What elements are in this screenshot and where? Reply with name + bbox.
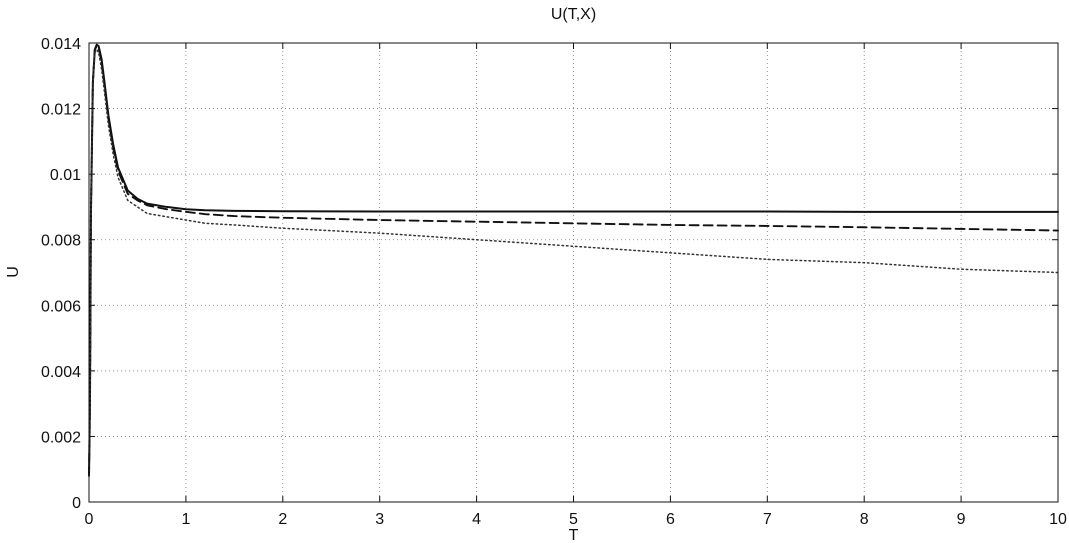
x-tick-label: 8: [860, 511, 869, 528]
y-tick-label: 0.012: [41, 102, 81, 119]
chart-title: U(T,X): [551, 6, 596, 23]
grid-layer: [89, 43, 1058, 502]
y-tick-label: 0.002: [41, 429, 81, 446]
x-tick-label: 9: [957, 511, 966, 528]
series-layer: [88, 43, 1059, 477]
y-axis-title: U: [5, 266, 22, 278]
tick-layer: 0 1 2 3 4 5 6 7 8 9 10 0 0.002 0.004 0.006 0.008 0.01 0.0…: [41, 36, 1067, 528]
y-tick-label: 0.01: [50, 167, 81, 184]
series-line-dotted: [88, 48, 1059, 477]
x-tick-label: 2: [278, 511, 287, 528]
x-tick-label: 3: [375, 511, 384, 528]
y-tick-label: 0.014: [41, 36, 81, 53]
y-tick-label: 0: [72, 495, 81, 512]
y-tick-label: 0.006: [41, 298, 81, 315]
x-tick-label: 10: [1049, 511, 1067, 528]
x-tick-label: 0: [85, 511, 94, 528]
x-tick-label: 1: [181, 511, 190, 528]
x-tick-label: 6: [666, 511, 675, 528]
series-line-dashed: [88, 45, 1059, 477]
x-tick-label: 5: [569, 511, 578, 528]
x-tick-label: 4: [472, 511, 481, 528]
y-tick-label: 0.008: [41, 233, 81, 250]
y-tick-label: 0.004: [41, 364, 81, 381]
x-tick-label: 7: [763, 511, 772, 528]
x-axis-title: T: [569, 527, 579, 543]
